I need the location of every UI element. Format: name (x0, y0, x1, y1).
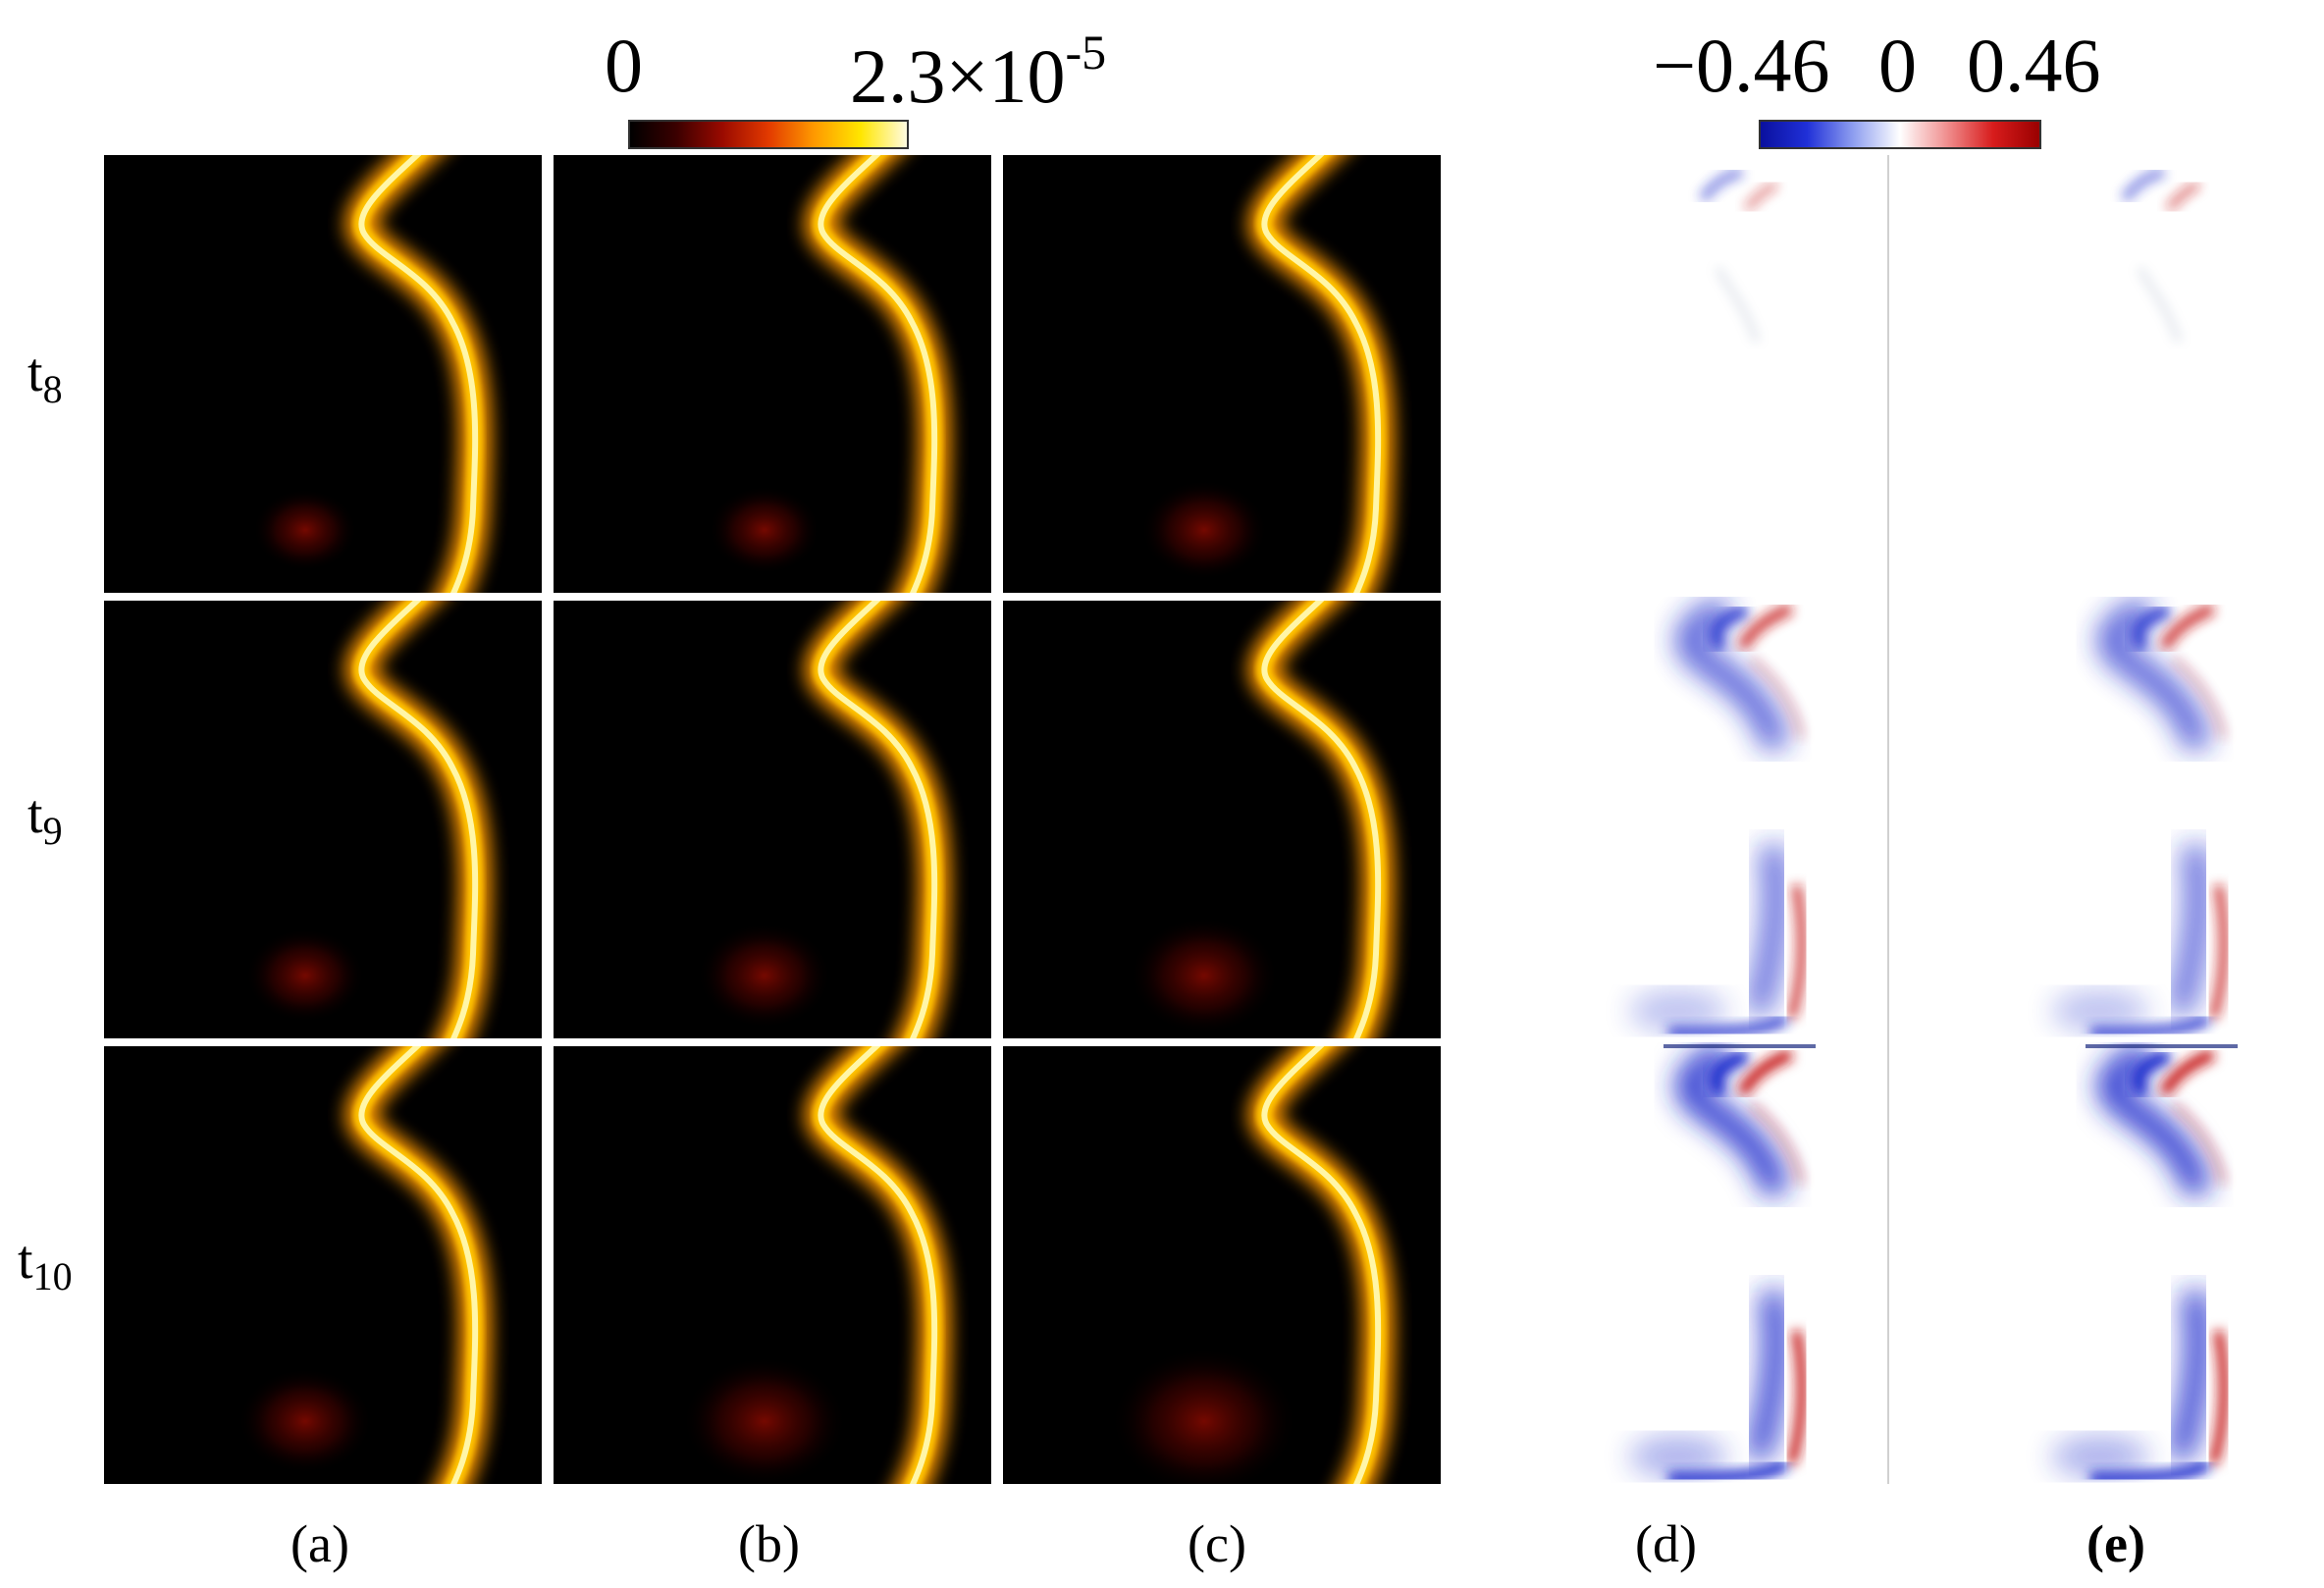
column-label-c: (c) (1188, 1514, 1246, 1573)
row-label-t10-base: t (18, 1230, 33, 1291)
colorbar-difference-mid-label: 0 (1878, 23, 1917, 108)
difference-panel-d (1629, 168, 1816, 1484)
difference-row-9 (1629, 598, 1807, 1038)
difference-row-9 (2051, 598, 2229, 1038)
colorbar-difference-max-label: 0.46 (1967, 23, 2101, 108)
colorbar-intensity-max-label: 2.3×10-5 (850, 27, 1106, 115)
intensity-panel-b-row-9 (554, 601, 991, 1038)
intensity-panel-grid (104, 155, 1445, 1484)
row-label-t8: t8 (27, 345, 63, 409)
row-label-t10: t10 (18, 1233, 73, 1297)
row-label-t9-base: t (27, 784, 43, 845)
center-divider-line (1887, 155, 1889, 1484)
colorbar-intensity-max-mantissa: 2.3×10 (850, 33, 1066, 119)
row-label-t9: t9 (27, 787, 63, 851)
row-label-t9-sub: 9 (42, 809, 63, 853)
row-label-t10-sub: 10 (32, 1254, 73, 1298)
colorbar-difference-min-label: −0.46 (1653, 23, 1830, 108)
difference-row-8 (2120, 168, 2200, 343)
row-label-t8-base: t (27, 343, 43, 403)
column-label-e: (e) (2086, 1514, 2145, 1573)
intensity-panel-a-row-10 (104, 1046, 542, 1484)
intensity-panel-c-row-8 (1003, 155, 1441, 593)
colorbar-intensity (628, 120, 909, 149)
intensity-panel-c-row-10 (1003, 1046, 1441, 1484)
colorbar-intensity-min-label: 0 (605, 23, 643, 108)
difference-row-10 (1629, 1043, 1807, 1484)
colorbar-intensity-max-exponent: -5 (1065, 25, 1107, 79)
colorbar-difference (1759, 120, 2041, 149)
intensity-panel-b-row-10 (554, 1046, 991, 1484)
difference-panel-e (2051, 168, 2238, 1484)
intensity-panel-c-row-9 (1003, 601, 1441, 1038)
intensity-panel-a-row-8 (104, 155, 542, 593)
column-label-a: (a) (290, 1514, 349, 1573)
column-label-b: (b) (738, 1514, 800, 1573)
difference-row-8 (1698, 168, 1778, 343)
intensity-panel-b-row-8 (554, 155, 991, 593)
column-label-d: (d) (1635, 1514, 1697, 1573)
difference-row-10 (2051, 1043, 2229, 1484)
row-label-t8-sub: 8 (42, 367, 63, 411)
intensity-panel-a-row-9 (104, 601, 542, 1038)
